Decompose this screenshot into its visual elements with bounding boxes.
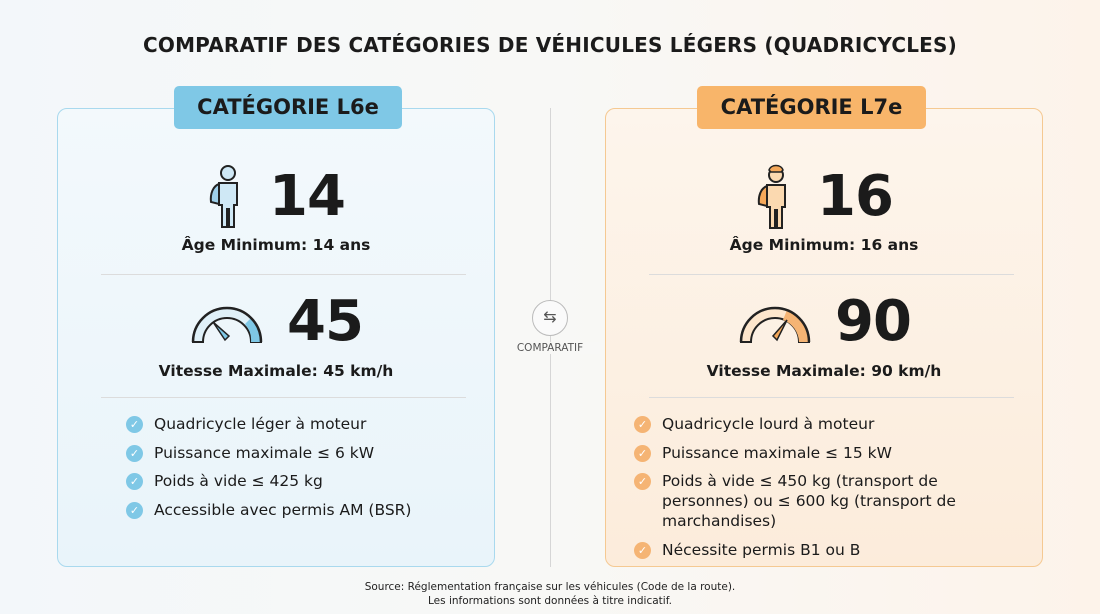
teen-icon [757,164,787,229]
age-label: Âge Minimum: 14 ans [181,236,371,254]
child-icon [209,165,239,228]
badge-l7e: CATÉGORIE L7e [697,86,926,129]
list-item: ✓ Puissance maximale ≤ 15 kW [634,443,1022,463]
speed-value: 45 [287,289,364,354]
badge-l6e: CATÉGORIE L6e [174,86,402,129]
speed-label: Vitesse Maximale: 45 km/h [158,362,394,380]
speed-stat: 90 [606,294,1042,350]
card-l6e: 14 Âge Minimum: 14 ans 45 Vitesse Maxima… [57,108,495,567]
check-icon: ✓ [126,416,143,433]
swap-arrows-icon: ⇆ [532,300,568,336]
speedometer-icon [191,306,263,343]
list-item: ✓ Quadricycle léger à moteur [126,414,411,434]
divider [101,397,466,398]
feature-list: ✓ Quadricycle léger à moteur ✓ Puissance m… [126,414,411,528]
list-item: ✓ Poids à vide ≤ 425 kg [126,471,411,491]
list-item: ✓ Poids à vide ≤ 450 kg (transport de per… [634,471,1022,531]
divider [101,274,466,275]
speed-stat: 45 [58,294,494,350]
age-value: 14 [269,164,346,229]
comparatif-label: COMPARATIF [500,342,600,354]
check-icon: ✓ [126,473,143,490]
feature-list: ✓ Quadricycle lourd à moteur ✓ Puissance m… [634,414,1022,568]
check-icon: ✓ [126,444,143,462]
age-value: 16 [817,164,894,229]
list-item: ✓ Puissance maximale ≤ 6 kW [126,443,411,463]
check-icon: ✓ [634,473,651,490]
check-icon: ✓ [634,541,651,559]
check-icon: ✓ [126,501,143,519]
footer-disclaimer: Les informations sont données à titre in… [428,595,672,607]
age-stat: 14 [58,164,494,230]
list-item: ✓ Nécessite permis B1 ou B [634,540,1022,560]
divider [649,397,1014,398]
card-l7e: 16 Âge Minimum: 16 ans 90 Vitesse Maxima… [605,108,1043,567]
speed-value: 90 [835,289,912,354]
page-title: COMPARATIF DES CATÉGORIES DE VÉHICULES L… [142,33,957,57]
speed-label: Vitesse Maximale: 90 km/h [706,362,942,380]
list-item: ✓ Quadricycle lourd à moteur [634,414,1022,434]
age-stat: 16 [606,164,1042,230]
check-icon: ✓ [634,416,651,433]
check-icon: ✓ [634,444,651,462]
center-divider [550,108,551,567]
speedometer-icon [739,306,811,343]
age-label: Âge Minimum: 16 ans [729,236,919,254]
list-item: ✓ Accessible avec permis AM (BSR) [126,500,411,520]
divider [649,274,1014,275]
footer-source: Source: Réglementation française sur les… [364,581,736,593]
